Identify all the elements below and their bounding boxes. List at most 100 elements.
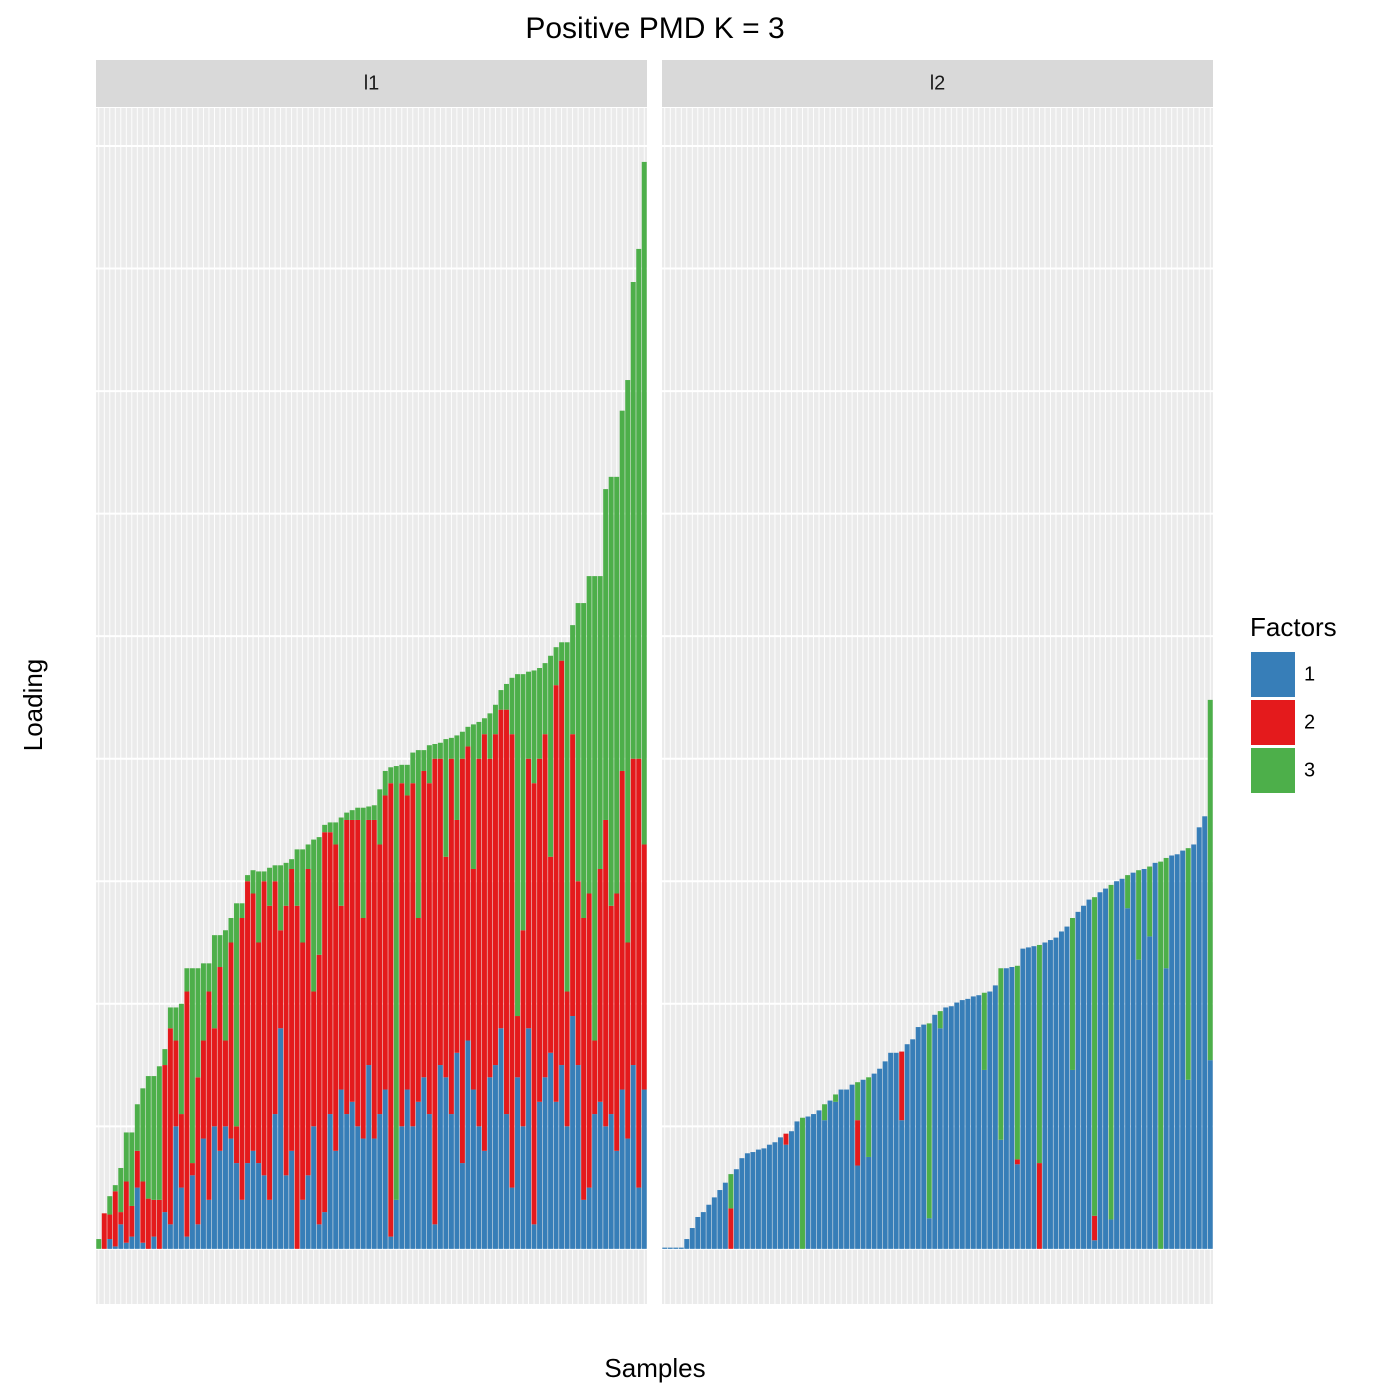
bar-segment bbox=[970, 996, 976, 1249]
bar-segment bbox=[399, 764, 405, 784]
bar-segment bbox=[283, 862, 289, 906]
bar-segment bbox=[454, 1052, 460, 1249]
bar-segment bbox=[619, 770, 625, 1090]
bar-segment bbox=[470, 868, 476, 1090]
bar-segment bbox=[371, 819, 377, 1139]
bar-segment bbox=[603, 1126, 609, 1249]
bar-segment bbox=[344, 812, 350, 820]
bar-segment bbox=[178, 1114, 184, 1188]
bar-segment bbox=[789, 1131, 794, 1249]
bar-segment bbox=[333, 822, 339, 845]
bar-segment bbox=[531, 783, 537, 1225]
bar-segment bbox=[448, 737, 454, 759]
bar-segment bbox=[860, 1079, 866, 1249]
bar-segment bbox=[728, 1174, 734, 1209]
bar-segment bbox=[311, 839, 317, 992]
bar-segment bbox=[316, 837, 322, 955]
bar-segment bbox=[739, 1158, 745, 1249]
bar-segment bbox=[305, 844, 311, 869]
bar-segment bbox=[421, 1077, 427, 1249]
bar-segment bbox=[822, 1104, 828, 1121]
bar-segment bbox=[509, 677, 515, 735]
bar-segment bbox=[921, 1024, 927, 1249]
bar-segment bbox=[399, 783, 405, 1127]
bar-segment bbox=[245, 881, 251, 1164]
bar-segment bbox=[1025, 947, 1031, 1249]
bar-segment bbox=[228, 1138, 234, 1249]
bar-segment bbox=[822, 1120, 828, 1249]
bar-segment bbox=[641, 161, 647, 845]
bar-segment bbox=[849, 1084, 855, 1249]
bar-segment bbox=[498, 709, 504, 1029]
bar-segment bbox=[1196, 827, 1202, 1249]
bar-segment bbox=[476, 758, 482, 1127]
bar-segment bbox=[404, 795, 410, 1090]
bar-segment bbox=[805, 1116, 811, 1249]
bar-segment bbox=[871, 1073, 877, 1249]
bar-segment bbox=[228, 942, 234, 1139]
bar-segment bbox=[151, 1236, 157, 1249]
bar-segment bbox=[800, 1117, 805, 1249]
bar-segment bbox=[107, 1214, 113, 1240]
bar-segment bbox=[1075, 911, 1081, 1249]
bar-segment bbox=[1207, 1060, 1213, 1249]
bar-segment bbox=[239, 903, 245, 918]
bar-segment bbox=[706, 1204, 712, 1249]
bar-segment bbox=[404, 1089, 410, 1249]
bar-segment bbox=[603, 819, 609, 1127]
bar-segment bbox=[603, 489, 609, 820]
bar-segment bbox=[630, 1065, 636, 1249]
bar-segment bbox=[454, 735, 460, 820]
bar-segment bbox=[1136, 959, 1142, 1249]
bar-segment bbox=[432, 758, 438, 1225]
bar-segment bbox=[366, 1065, 372, 1249]
bar-segment bbox=[1174, 854, 1180, 1249]
bar-segment bbox=[459, 1163, 465, 1249]
strip bbox=[662, 60, 1213, 107]
bar-segment bbox=[388, 783, 394, 1237]
bar-segment bbox=[844, 1089, 850, 1249]
bar-segment bbox=[289, 1150, 295, 1249]
bar-segment bbox=[515, 1016, 520, 1078]
bar-segment bbox=[1185, 1079, 1191, 1249]
bar-segment bbox=[129, 1132, 135, 1206]
bar-segment bbox=[415, 1101, 421, 1249]
bar-segment bbox=[1114, 881, 1120, 1249]
bar-segment bbox=[355, 819, 361, 1127]
bar-segment bbox=[509, 1187, 515, 1249]
bar-segment bbox=[399, 1126, 405, 1249]
bar-segment bbox=[1147, 936, 1153, 1249]
bar-segment bbox=[162, 1212, 168, 1249]
bar-segment bbox=[481, 1150, 487, 1249]
bar-segment bbox=[459, 758, 465, 1164]
bar-segment bbox=[548, 655, 554, 857]
bar-segment bbox=[899, 1120, 905, 1249]
bar-segment bbox=[250, 893, 256, 1151]
bar-segment bbox=[816, 1110, 822, 1249]
bar-segment bbox=[217, 1150, 223, 1249]
bar-segment bbox=[1202, 816, 1208, 1249]
bar-segment bbox=[564, 1126, 570, 1249]
bar-segment bbox=[388, 1236, 394, 1249]
bar-segment bbox=[250, 1150, 256, 1249]
bar-segment bbox=[239, 1199, 245, 1249]
bar-segment bbox=[278, 930, 284, 1029]
bar-segment bbox=[211, 1126, 217, 1249]
bar-segment bbox=[509, 734, 515, 1188]
bar-segment bbox=[421, 750, 427, 771]
bar-segment bbox=[1064, 926, 1070, 1249]
bar-segment bbox=[377, 844, 383, 1115]
bar-segment bbox=[954, 1002, 960, 1249]
bar-segment bbox=[531, 1224, 537, 1249]
bar-segment bbox=[162, 1065, 168, 1213]
bar-segment bbox=[893, 1052, 899, 1249]
bar-segment bbox=[118, 1224, 124, 1249]
bar-segment bbox=[189, 1175, 195, 1249]
legend-title: Factors bbox=[1250, 612, 1337, 642]
bar-segment bbox=[1103, 888, 1109, 1249]
bar-segment bbox=[926, 1023, 932, 1219]
legend-key bbox=[1251, 748, 1295, 793]
bar-segment bbox=[459, 731, 465, 759]
bar-segment bbox=[1009, 967, 1015, 1249]
bar-segment bbox=[272, 1114, 278, 1249]
